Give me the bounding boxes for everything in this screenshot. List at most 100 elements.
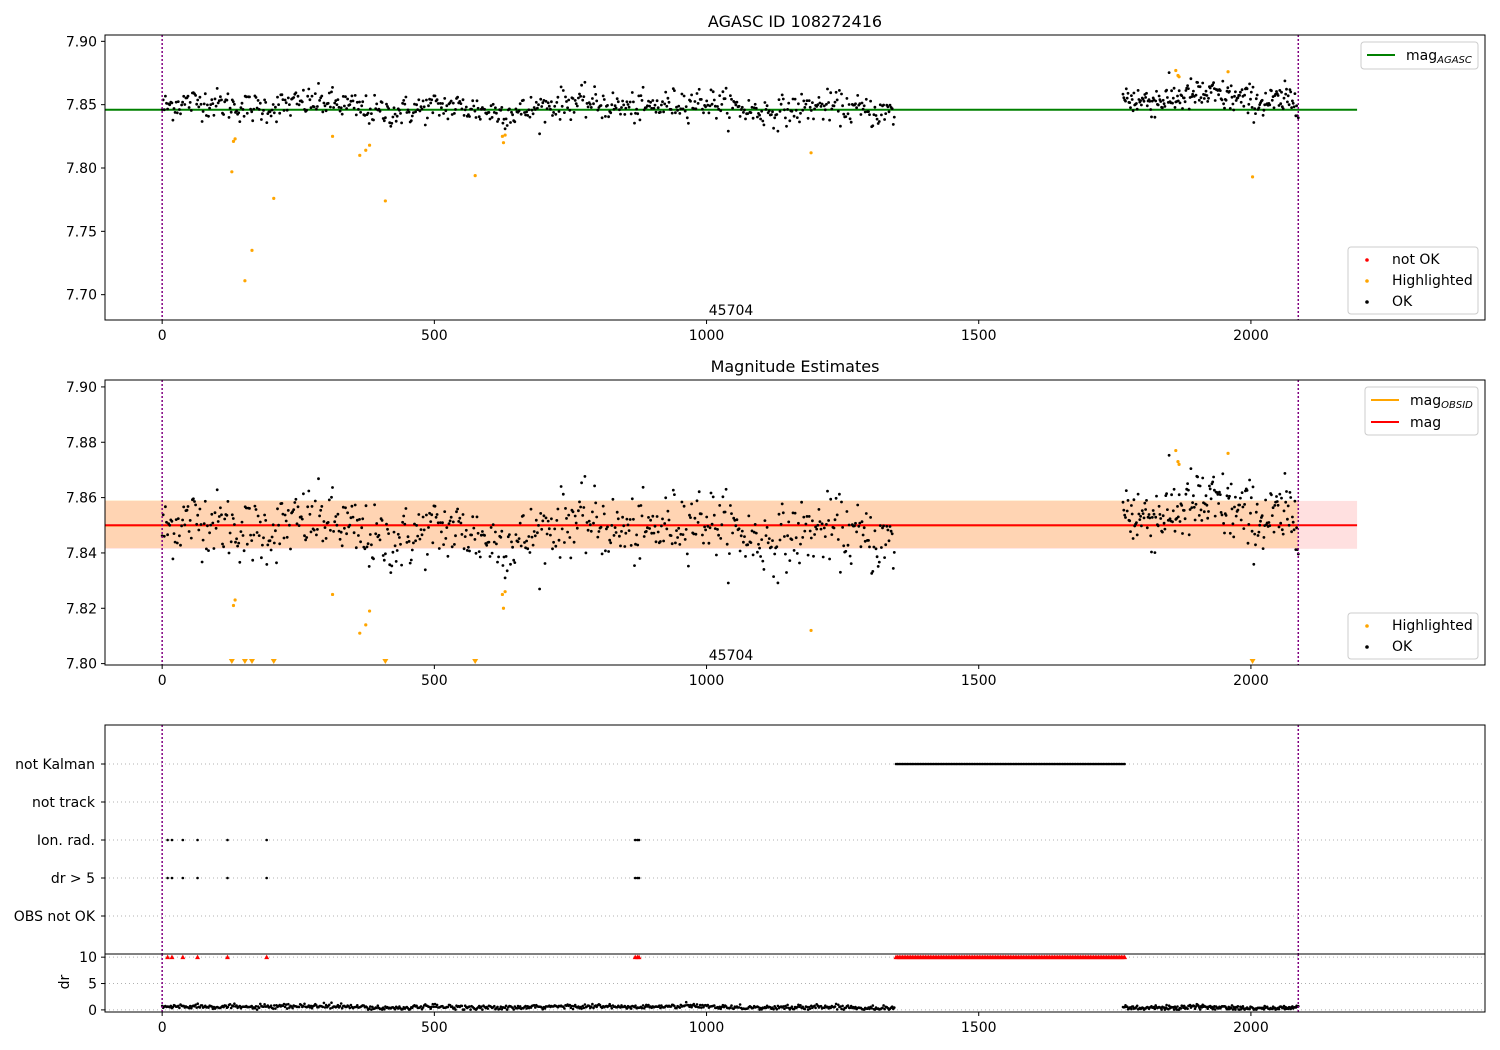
ok-point xyxy=(871,124,875,128)
dr-point xyxy=(224,1004,228,1007)
dr-point xyxy=(1236,1005,1240,1008)
ok-point xyxy=(1149,534,1153,538)
ok-point xyxy=(1199,96,1203,99)
ok-point xyxy=(1288,491,1292,494)
ok-point xyxy=(756,115,759,119)
ok-point xyxy=(412,541,415,545)
ok-point xyxy=(1243,503,1246,506)
panel-magnitude-obs-boundaries xyxy=(161,380,1300,665)
ok-point xyxy=(374,532,378,536)
ok-point xyxy=(858,102,862,106)
ok-point xyxy=(448,519,452,523)
ok-point xyxy=(840,92,843,96)
ok-point xyxy=(677,526,681,530)
dr-point xyxy=(450,1005,454,1008)
ok-point xyxy=(557,110,561,113)
ok-point xyxy=(171,557,175,561)
ok-point xyxy=(375,102,379,106)
dr-point xyxy=(730,1004,733,1007)
ok-point xyxy=(334,99,338,102)
ok-point xyxy=(176,100,180,103)
ok-point xyxy=(229,540,233,544)
ok-point xyxy=(803,106,807,109)
ok-point xyxy=(235,109,239,113)
ok-point xyxy=(258,520,262,524)
ok-point xyxy=(1226,486,1230,490)
dr-point xyxy=(541,1008,545,1011)
ok-point xyxy=(313,92,317,95)
ok-point xyxy=(326,521,330,524)
ok-point xyxy=(719,109,723,113)
ok-point xyxy=(1187,107,1191,111)
ok-point xyxy=(1291,520,1295,524)
ok-point xyxy=(251,119,255,123)
ok-point xyxy=(476,531,480,535)
ok-point xyxy=(827,101,830,104)
highlighted-point xyxy=(1226,70,1230,74)
ok-point xyxy=(503,576,507,580)
ok-point xyxy=(579,94,582,98)
ok-point xyxy=(471,515,475,519)
ok-point xyxy=(561,492,565,496)
dr-point xyxy=(376,1004,380,1007)
ok-point xyxy=(563,541,566,544)
ok-point xyxy=(740,529,744,533)
ok-point xyxy=(864,512,868,515)
ok-point xyxy=(1149,108,1153,111)
ok-point xyxy=(427,526,430,529)
ok-point xyxy=(351,99,355,103)
ok-point xyxy=(398,536,401,539)
ok-point xyxy=(731,106,734,110)
ok-point xyxy=(1201,81,1205,85)
ok-point xyxy=(622,103,626,107)
ok-point xyxy=(214,526,218,530)
ok-point xyxy=(812,554,815,558)
ok-point xyxy=(462,547,466,551)
ok-point xyxy=(203,499,207,503)
ok-point xyxy=(1132,498,1136,502)
ok-point xyxy=(332,106,335,109)
ok-point xyxy=(1140,103,1143,107)
ok-point xyxy=(1170,493,1173,497)
ok-point xyxy=(1159,517,1163,520)
ok-point xyxy=(629,112,633,116)
ok-point xyxy=(1122,508,1126,512)
ok-point xyxy=(712,98,716,102)
ok-point xyxy=(663,102,667,106)
ok-point xyxy=(348,103,352,106)
ok-point xyxy=(429,101,433,105)
ok-point xyxy=(272,541,276,545)
ok-point xyxy=(739,534,743,538)
panel-agasc-frame xyxy=(104,34,1486,321)
ok-point xyxy=(655,515,659,518)
ok-point xyxy=(230,513,234,517)
ok-point xyxy=(1228,494,1231,498)
ok-point xyxy=(1192,505,1196,509)
dr-point xyxy=(543,1007,547,1010)
ok-point xyxy=(539,512,543,515)
dr-point xyxy=(303,1002,306,1006)
ok-point xyxy=(1291,515,1294,519)
ok-point xyxy=(660,103,663,107)
ok-point xyxy=(478,555,482,559)
ok-point xyxy=(794,536,798,540)
ok-point xyxy=(819,105,823,108)
ok-point xyxy=(717,107,720,111)
legend-frame xyxy=(1347,246,1479,315)
ok-point xyxy=(706,103,710,107)
ok-point xyxy=(1233,94,1236,98)
ok-point xyxy=(1131,537,1135,540)
dr-point xyxy=(698,1003,702,1007)
ok-point xyxy=(606,525,609,529)
ok-point xyxy=(679,107,683,111)
ok-point xyxy=(682,504,686,508)
ok-point xyxy=(172,532,176,535)
ok-point xyxy=(792,114,796,118)
ok-point xyxy=(817,508,821,511)
ok-point xyxy=(261,543,264,547)
dr-point xyxy=(187,1006,191,1010)
ok-point xyxy=(610,103,614,107)
ok-point xyxy=(1183,517,1187,521)
ok-point xyxy=(707,111,711,115)
